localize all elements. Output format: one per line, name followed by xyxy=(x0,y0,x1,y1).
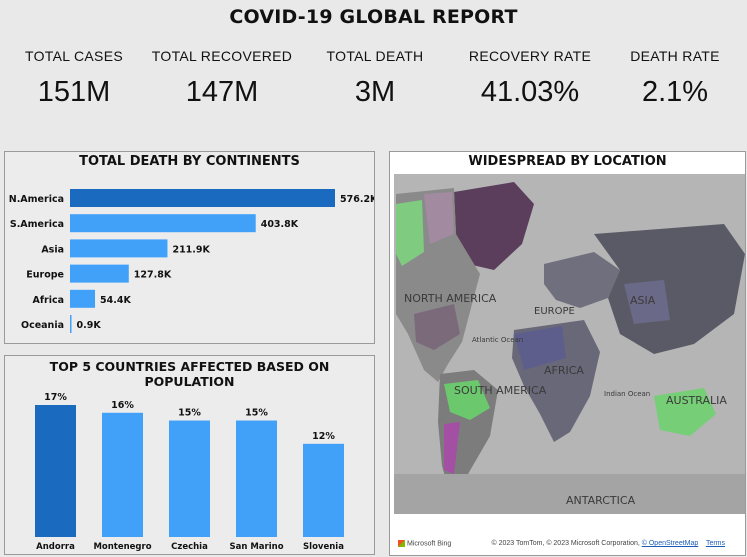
map-attribution: © 2023 TomTom, © 2023 Microsoft Corporat… xyxy=(491,540,725,547)
canada-shape xyxy=(424,192,454,244)
data-label: 576.2K xyxy=(340,194,374,205)
usa-shape xyxy=(414,304,460,350)
brazil-shape xyxy=(444,380,490,420)
data-label: 15% xyxy=(178,408,201,419)
top-countries-chart: 17% Andorra 16% Montenegro 15% Czechia 15% San … xyxy=(35,392,344,552)
label-indian: Indian Ocean xyxy=(604,390,650,398)
bar[interactable] xyxy=(35,405,76,537)
europe-shape xyxy=(544,252,620,308)
bar[interactable] xyxy=(102,412,143,537)
data-label: 12% xyxy=(312,431,335,442)
data-label: 127.8K xyxy=(134,270,172,281)
label-antarctica: ANTARCTICA xyxy=(566,494,636,507)
label-south-america: SOUTH AMERICA xyxy=(454,384,547,397)
kpi-death-rate: DEATH RATE 2.1% xyxy=(616,48,734,109)
kpi-value: 151M xyxy=(37,76,111,108)
category-label: Asia xyxy=(41,244,64,255)
kpi-value: 147M xyxy=(185,76,259,108)
asia-shape xyxy=(594,224,745,354)
australia-shape xyxy=(654,388,716,436)
map-footer: Microsoft Bing © 2023 TomTom, © 2023 Mic… xyxy=(390,533,745,555)
kpi-total-death: TOTAL DEATH 3M xyxy=(316,48,434,109)
bar[interactable] xyxy=(70,239,168,258)
greenland-shape xyxy=(454,182,534,270)
data-label: 403.8K xyxy=(261,219,299,230)
bar[interactable] xyxy=(236,420,277,537)
label-africa: AFRICA xyxy=(544,364,584,377)
kpi-value: 41.03% xyxy=(480,76,580,108)
data-label: 0.9K xyxy=(77,320,102,331)
kpi-label: RECOVERY RATE xyxy=(468,48,592,64)
category-label: San Marino xyxy=(229,542,283,552)
kpi-total-recovered: TOTAL RECOVERED 147M xyxy=(146,48,298,109)
terms-link[interactable]: Terms xyxy=(705,540,725,547)
bing-label: Microsoft Bing xyxy=(406,540,452,548)
kpi-label: TOTAL RECOVERED xyxy=(151,48,293,64)
continent-death-panel: TOTAL DEATH BY CONTINENTS N.America 576.2… xyxy=(4,151,375,344)
north-africa-shape xyxy=(514,326,566,370)
central-asia-shape xyxy=(624,280,670,324)
report-title: COVID-19 GLOBAL REPORT xyxy=(229,6,518,28)
category-label: Czechia xyxy=(171,542,208,552)
category-label: Andorra xyxy=(36,542,75,552)
kpi-label: DEATH RATE xyxy=(630,48,720,64)
countries-chart-title: TOP 5 COUNTRIES AFFECTED BASED ON POPULA… xyxy=(49,359,330,389)
label-europe: EUROPE xyxy=(534,306,575,317)
argentina-shape xyxy=(444,422,460,474)
data-label: 54.4K xyxy=(100,295,131,306)
kpi-total-cases: TOTAL CASES 151M xyxy=(14,48,134,109)
label-north-america: NORTH AMERICA xyxy=(404,292,497,305)
bar[interactable] xyxy=(70,264,129,283)
bar[interactable] xyxy=(70,289,96,308)
bar[interactable] xyxy=(70,214,256,233)
label-australia: AUSTRALIA xyxy=(666,394,727,407)
data-label: 16% xyxy=(111,400,134,411)
kpi-label: TOTAL DEATH xyxy=(326,48,424,64)
antarctica-shape xyxy=(394,474,745,514)
map-panel[interactable]: WIDESPREAD BY LOCATION NORTH AMERICA SOU… xyxy=(389,151,746,556)
data-label: 17% xyxy=(44,392,67,403)
bar[interactable] xyxy=(169,420,210,537)
continent-chart-title: TOTAL DEATH BY CONTINENTS xyxy=(79,154,300,169)
category-label: Oceania xyxy=(21,320,64,331)
map-title: WIDESPREAD BY LOCATION xyxy=(468,154,667,169)
kpi-label: TOTAL CASES xyxy=(25,48,123,64)
label-asia: ASIA xyxy=(630,294,656,307)
alaska-shape xyxy=(396,200,424,266)
bar[interactable] xyxy=(70,189,335,207)
category-label: Montenegro xyxy=(93,542,151,552)
world-map[interactable]: NORTH AMERICA SOUTH AMERICA EUROPE ASIA … xyxy=(394,174,745,514)
category-label: N.America xyxy=(9,194,64,205)
kpi-value: 3M xyxy=(354,76,396,108)
data-label: 211.9K xyxy=(172,244,210,255)
bar[interactable] xyxy=(303,443,344,537)
data-label: 15% xyxy=(245,408,268,419)
top-countries-panel: TOP 5 COUNTRIES AFFECTED BASED ON POPULA… xyxy=(4,355,375,555)
microsoft-logo-icon xyxy=(398,540,405,547)
continent-death-chart: N.America 576.2K S.America 403.8K Asia 211.9K… xyxy=(9,189,374,333)
category-label: S.America xyxy=(10,219,64,230)
bing-logo: Microsoft Bing xyxy=(398,540,451,547)
label-atlantic: Atlantic Ocean xyxy=(472,336,523,344)
category-label: Slovenia xyxy=(303,542,344,552)
category-label: Africa xyxy=(33,295,64,306)
kpi-recovery-rate: RECOVERY RATE 41.03% xyxy=(462,48,598,109)
osm-link[interactable]: © OpenStreetMap xyxy=(641,540,699,547)
attribution-text: © 2023 TomTom, © 2023 Microsoft Corporat… xyxy=(491,540,640,547)
bar[interactable] xyxy=(70,315,72,333)
kpi-value: 2.1% xyxy=(641,76,709,108)
category-label: Europe xyxy=(26,270,64,281)
